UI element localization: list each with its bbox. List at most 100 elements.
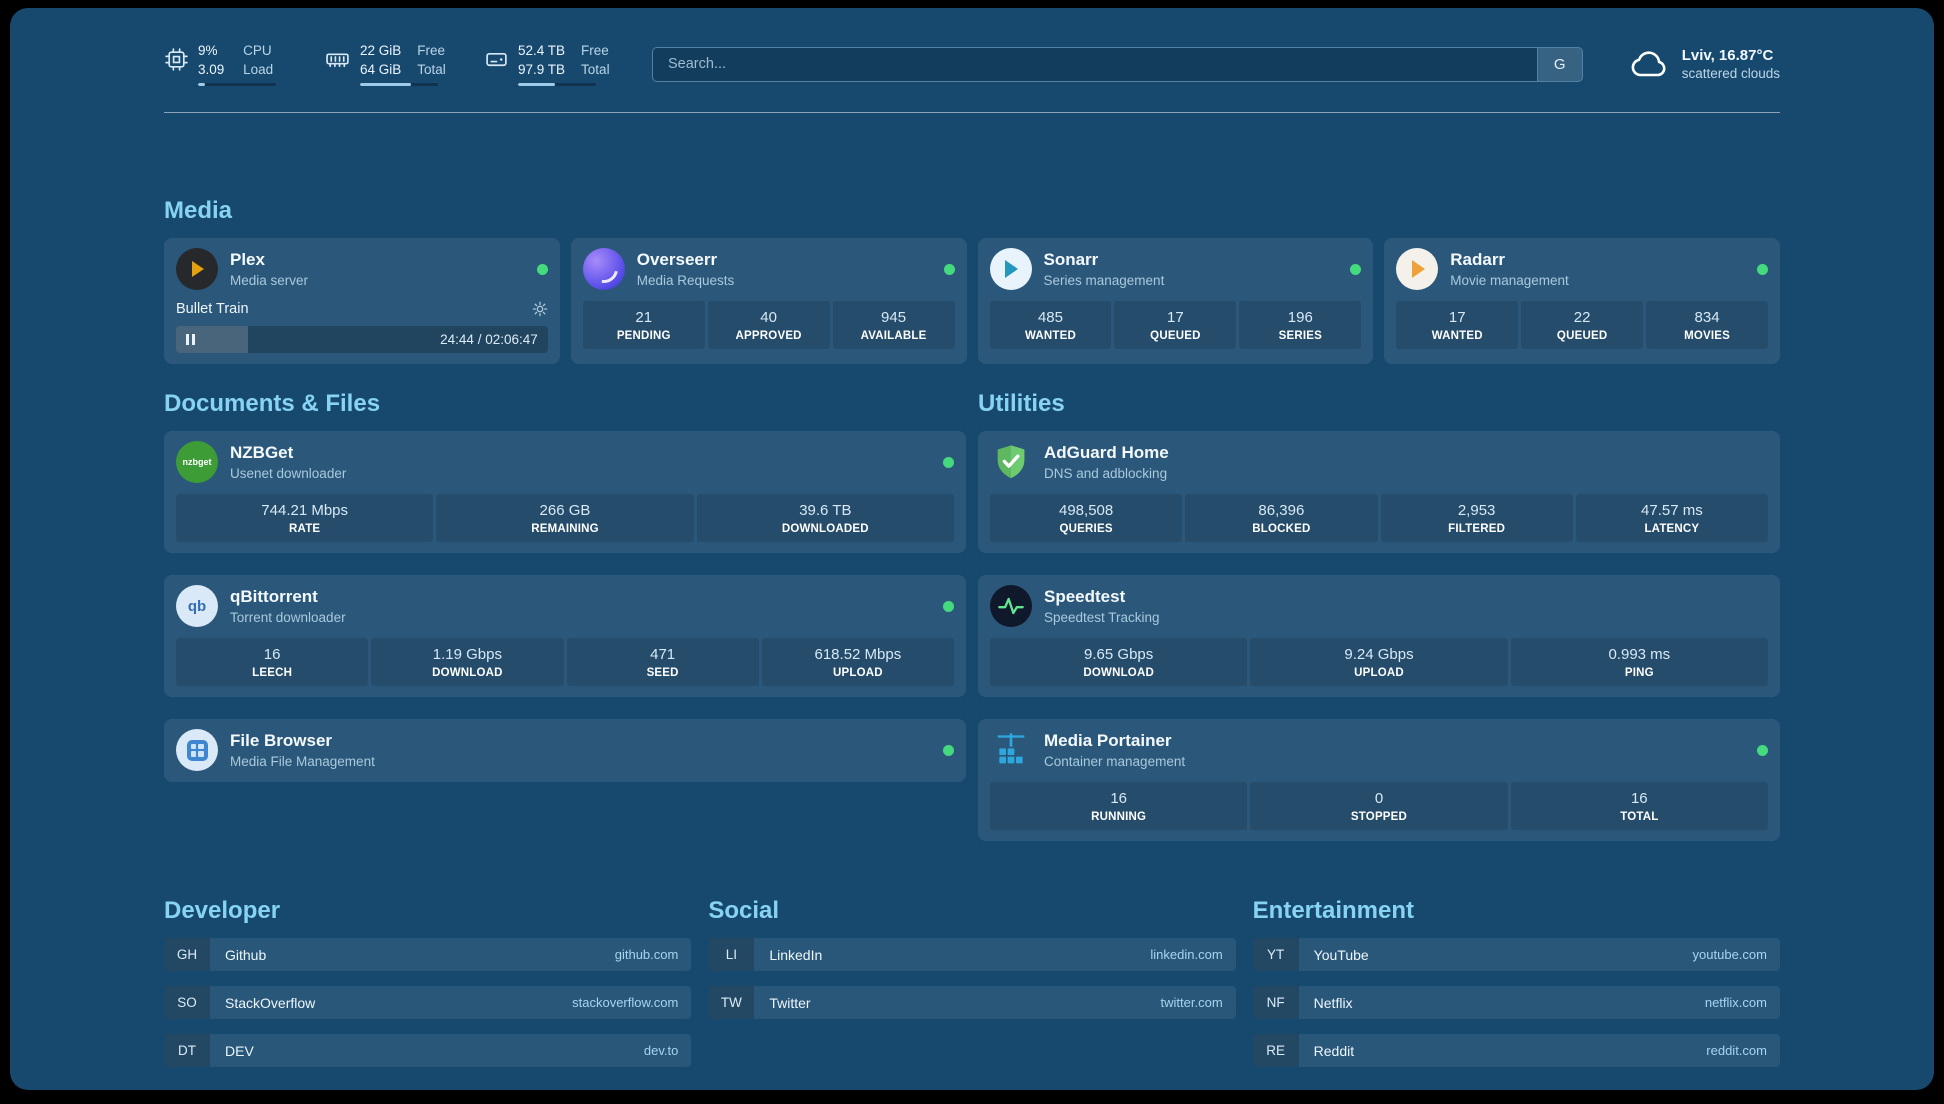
- stat-label: PENDING: [616, 330, 671, 343]
- qbittorrent-card[interactable]: qb qBittorrent Torrent downloader 16 LEE…: [164, 575, 966, 698]
- bookmark-linkedin[interactable]: LI LinkedIn linkedin.com: [708, 938, 1236, 972]
- disk-progress-fill: [518, 83, 555, 87]
- bookmark-abbr: NF: [1252, 986, 1299, 1020]
- disk-free-label: Free: [581, 43, 609, 58]
- stat-label: QUERIES: [1059, 523, 1113, 536]
- adguard-card[interactable]: AdGuard Home DNS and adblocking 498,508 …: [978, 431, 1780, 554]
- bookmark-stackoverflow[interactable]: SO StackOverflow stackoverflow.com: [164, 986, 692, 1020]
- bookmark-url: stackoverflow.com: [572, 995, 679, 1011]
- search-input[interactable]: [652, 46, 1537, 82]
- stat-label: SEED: [646, 667, 679, 680]
- bookmark-group-entertainment: Entertainment YT YouTube youtube.com NF …: [1252, 897, 1780, 1068]
- speedtest-stats: 9.65 Gbps DOWNLOAD 9.24 Gbps UPLOAD 0.99…: [990, 638, 1768, 687]
- stat-value: 21: [635, 309, 653, 327]
- stat-approved: 40 APPROVED: [707, 301, 830, 350]
- stat-queued: 17 QUEUED: [1114, 301, 1237, 350]
- documents-section-title: Documents & Files: [164, 390, 381, 418]
- stat-value: 9.24 Gbps: [1344, 646, 1414, 664]
- weather-widget: Lviv, 16.87°C scattered clouds: [1627, 47, 1780, 81]
- bookmark-github[interactable]: GH Github github.com: [164, 938, 692, 972]
- cpu-usage-label: CPU: [243, 43, 272, 58]
- radarr-titles: Radarr Movie management: [1450, 250, 1569, 288]
- search-bar: G: [652, 46, 1583, 82]
- bookmark-name: Twitter: [769, 994, 811, 1011]
- bookmark-netflix[interactable]: NF Netflix netflix.com: [1252, 986, 1780, 1020]
- disk-progress-track: [518, 83, 596, 87]
- disk-total-label: Total: [581, 61, 610, 77]
- stat-value: 1.19 Gbps: [432, 646, 502, 664]
- media-grid: Plex Media server Bullet Train: [164, 238, 1780, 365]
- overseerr-card[interactable]: Overseerr Media Requests 21 PENDING 40 A…: [570, 238, 967, 365]
- filebrowser-card[interactable]: File Browser Media File Management: [164, 719, 966, 783]
- bookmark-reddit[interactable]: RE Reddit reddit.com: [1252, 1034, 1780, 1068]
- bookmark-group-developer: Developer GH Github github.com SO StackO…: [164, 897, 692, 1068]
- stat-upload: 9.24 Gbps UPLOAD: [1250, 638, 1508, 687]
- plex-icon: [176, 248, 218, 291]
- overseerr-header: Overseerr Media Requests: [582, 248, 955, 291]
- bookmark-twitter[interactable]: TW Twitter twitter.com: [708, 986, 1236, 1020]
- stat-value: 0: [1374, 790, 1384, 808]
- stat-latency: 47.57 ms LATENCY: [1575, 494, 1768, 543]
- stat-value: 17: [1167, 309, 1184, 327]
- weather-condition: scattered clouds: [1681, 66, 1780, 82]
- nzbget-card[interactable]: nzbget NZBGet Usenet downloader 744.21 M…: [164, 431, 966, 554]
- sonarr-stats: 485 WANTED 17 QUEUED 196 SERIES: [989, 301, 1362, 350]
- overseerr-titles: Overseerr Media Requests: [637, 250, 735, 288]
- bookmark-abbr: TW: [708, 986, 755, 1020]
- stat-value: 22: [1573, 309, 1591, 327]
- stat-label: LATENCY: [1644, 523, 1700, 536]
- adguard-stats: 498,508 QUERIES 86,396 BLOCKED 2,953 FIL…: [990, 494, 1768, 543]
- plex-header: Plex Media server: [176, 248, 548, 291]
- adguard-shield-icon: [990, 441, 1032, 483]
- gear-icon[interactable]: [532, 301, 548, 317]
- filebrowser-header: File Browser Media File Management: [176, 729, 954, 772]
- filebrowser-titles: File Browser Media File Management: [230, 731, 375, 769]
- plex-playback-progress[interactable]: 24:44 / 02:06:47: [176, 326, 548, 354]
- bookmark-name: YouTube: [1313, 946, 1369, 963]
- speedtest-titles: Speedtest Speedtest Tracking: [1044, 587, 1160, 625]
- disk-icon: [484, 47, 509, 72]
- radarr-icon: [1396, 248, 1439, 291]
- stat-wanted: 17 WANTED: [1396, 301, 1519, 350]
- bookmark-abbr: SO: [164, 986, 210, 1020]
- memory-icon: [324, 47, 351, 72]
- bookmark-abbr: GH: [164, 938, 210, 972]
- portainer-card[interactable]: Media Portainer Container management 16 …: [978, 719, 1780, 842]
- stat-remaining: 266 GB REMAINING: [436, 494, 694, 543]
- bookmarks-section: Developer GH Github github.com SO StackO…: [164, 897, 1780, 1090]
- weather-location: Lviv, 16.87°C: [1681, 47, 1774, 65]
- cpu-load-value: 3.09: [198, 61, 225, 77]
- filebrowser-title: File Browser: [230, 730, 333, 750]
- pause-icon[interactable]: [186, 334, 195, 346]
- memory-widget: 22 GiB Free 64 GiB Total: [324, 42, 470, 87]
- bookmark-dev[interactable]: DT DEV dev.to: [164, 1034, 692, 1068]
- bookmark-name: Reddit: [1313, 1042, 1355, 1059]
- portainer-titles: Media Portainer Container management: [1044, 731, 1185, 769]
- speedtest-card[interactable]: Speedtest Speedtest Tracking 9.65 Gbps D…: [978, 575, 1780, 698]
- memory-free-label: Free: [417, 43, 446, 58]
- radarr-subtitle: Movie management: [1450, 273, 1569, 289]
- stat-value: 40: [760, 309, 777, 327]
- stat-value: 744.21 Mbps: [261, 502, 349, 520]
- sonarr-card[interactable]: Sonarr Series management 485 WANTED 17 Q…: [977, 238, 1374, 365]
- bookmark-youtube[interactable]: YT YouTube youtube.com: [1252, 938, 1780, 972]
- stat-available: 945 AVAILABLE: [832, 301, 955, 350]
- stat-label: PING: [1624, 667, 1654, 680]
- stat-leech: 16 LEECH: [176, 638, 369, 687]
- cpu-usage-value: 9%: [198, 43, 218, 58]
- plex-title: Plex: [230, 249, 265, 269]
- plex-card[interactable]: Plex Media server Bullet Train: [164, 238, 560, 365]
- stat-blocked: 86,396 BLOCKED: [1185, 494, 1378, 543]
- stat-download: 9.65 Gbps DOWNLOAD: [990, 638, 1248, 687]
- speedtest-title: Speedtest: [1044, 586, 1126, 606]
- search-provider-button[interactable]: G: [1536, 46, 1583, 82]
- stat-running: 16 RUNNING: [990, 782, 1248, 831]
- stat-label: UPLOAD: [832, 667, 883, 680]
- stat-label: UPLOAD: [1354, 667, 1404, 680]
- cloud-icon: [1627, 48, 1671, 80]
- stat-queries: 498,508 QUERIES: [990, 494, 1183, 543]
- adguard-title: AdGuard Home: [1044, 442, 1169, 462]
- radarr-card[interactable]: Radarr Movie management 17 WANTED 22 QUE…: [1384, 238, 1780, 365]
- stat-rate: 744.21 Mbps RATE: [176, 494, 434, 543]
- weather-text: Lviv, 16.87°C scattered clouds: [1682, 47, 1780, 81]
